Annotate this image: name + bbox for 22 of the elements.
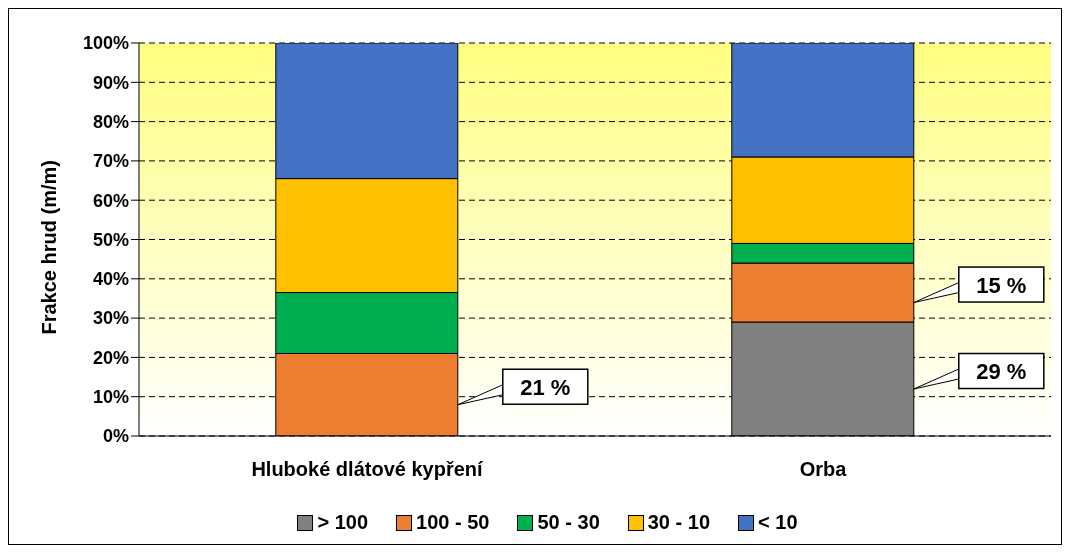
y-tick-label: 0% — [102, 426, 129, 447]
x-tick-label: Hluboké dlátové kypření — [251, 458, 485, 481]
data-label: 15 % — [976, 272, 1027, 298]
y-tick-label: 60% — [92, 190, 129, 211]
y-tick-label: 40% — [92, 269, 129, 290]
y-tick-label: 50% — [92, 229, 129, 250]
data-label: 21 % — [520, 374, 571, 400]
x-tick-label: Orba — [799, 458, 848, 481]
y-tick-label: 10% — [92, 387, 129, 408]
y-tick-label: 80% — [92, 111, 129, 132]
data-label: 29 % — [976, 359, 1027, 385]
legend-label: 30 - 10 — [647, 511, 711, 534]
y-tick-label: 70% — [92, 151, 129, 172]
y-tick-label: 30% — [92, 308, 129, 329]
legend-label: 100 - 50 — [416, 511, 490, 534]
legend-label: > 100 — [317, 511, 369, 534]
y-tick-label: 100% — [82, 33, 129, 54]
legend-label: < 10 — [758, 511, 798, 534]
y-tick-label: 90% — [92, 72, 129, 93]
y-tick-label: 20% — [92, 347, 129, 368]
y-axis-title: Frakce hrud (m/m) — [38, 160, 61, 335]
legend-label: 50 - 30 — [537, 511, 600, 534]
